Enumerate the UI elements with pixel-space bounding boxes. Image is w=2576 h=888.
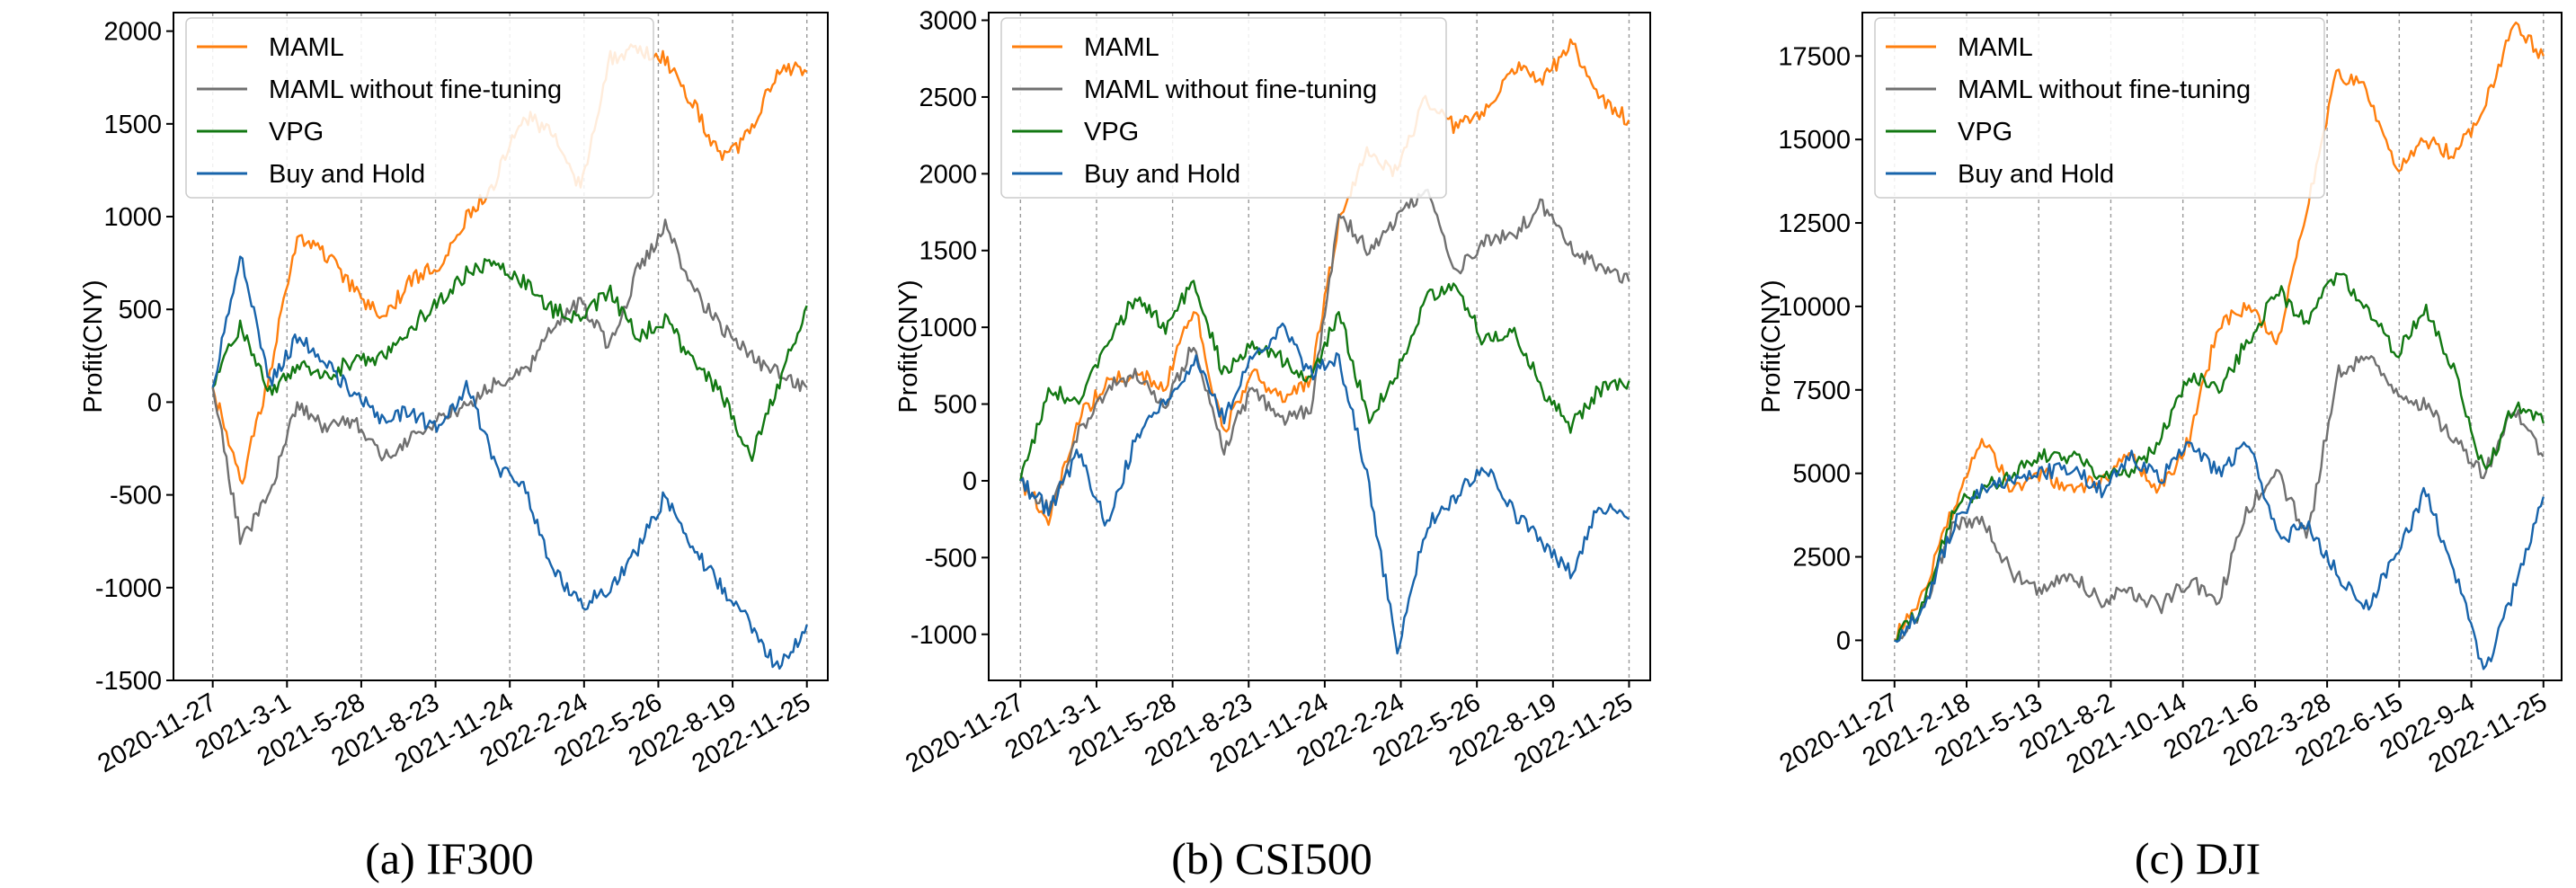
legend: MAML MAML without fine-tuning VPG Buy and H…: [1000, 17, 1447, 199]
legend-label: MAML without fine-tuning: [269, 75, 562, 104]
legend-label: VPG: [1084, 118, 1139, 147]
y-tick-label: 0: [1836, 626, 1851, 655]
y-tick-label: 2500: [1792, 544, 1851, 573]
chart-panel-1: -1500-1000-50005001000150020002020-11-27…: [79, 12, 829, 884]
y-tick-label: 1000: [103, 203, 162, 232]
legend-label: MAML: [1958, 33, 2033, 62]
legend-label: VPG: [1958, 118, 2012, 147]
y-tick-label: 17500: [1778, 42, 1851, 71]
legend-label: MAML: [1084, 33, 1159, 62]
legend-label: VPG: [269, 118, 324, 147]
y-tick-label: 500: [119, 296, 162, 324]
legend-label: MAML: [269, 33, 344, 62]
y-axis-label: Profit(CNY): [894, 280, 923, 413]
y-tick-label: 0: [963, 467, 977, 496]
y-tick-label: 3000: [919, 7, 977, 36]
y-tick-label: 10000: [1778, 293, 1851, 322]
series-line: [1019, 38, 1630, 527]
series-line: [1894, 355, 2545, 643]
y-tick-label: -500: [110, 482, 162, 511]
series-line: [211, 255, 808, 670]
panel-caption: (b) CSI500: [1171, 833, 1372, 884]
series-line: [1894, 21, 2545, 642]
plot-frame: [1861, 12, 2563, 681]
legend-label: Buy and Hold: [269, 160, 425, 189]
series-line: [1019, 189, 1630, 516]
legend-label: MAML without fine-tuning: [1958, 75, 2251, 104]
series-line: [211, 258, 808, 462]
y-tick-label: -500: [925, 544, 977, 573]
y-tick-label: 5000: [1792, 460, 1851, 489]
y-tick-label: -1000: [95, 574, 162, 603]
series-line: [1894, 271, 2545, 643]
y-tick-label: 7500: [1792, 377, 1851, 405]
y-tick-label: 2000: [919, 160, 977, 189]
series-line: [1019, 322, 1630, 655]
chart-panel-2: -1000 -500 0 500 1000 1500 2000 2500 3000 2020-11…: [894, 7, 1651, 884]
y-tick-label: 0: [147, 388, 162, 417]
y-tick-label: -1500: [95, 667, 162, 696]
panel-caption: (c) DJI: [2135, 833, 2261, 884]
legend-label: Buy and Hold: [1084, 160, 1240, 189]
legend-label: MAML without fine-tuning: [1084, 75, 1377, 104]
x-tick-label: 2020-11-27: [901, 688, 1029, 778]
y-tick-label: 1500: [919, 237, 977, 266]
y-tick-label: 2500: [919, 84, 977, 112]
legend-box: [1000, 17, 1447, 199]
y-tick-label: 12500: [1778, 209, 1851, 238]
y-axis-label: Profit(CNY): [1757, 280, 1786, 413]
y-axis-label: Profit(CNY): [79, 280, 108, 413]
y-tick-label: 500: [934, 391, 977, 420]
y-tick-label: -1000: [910, 621, 977, 650]
series-line: [211, 218, 808, 546]
series-line: [1894, 441, 2545, 670]
plot-frame: [173, 12, 829, 681]
legend-label: Buy and Hold: [1958, 160, 2114, 189]
legend-box: [185, 17, 654, 199]
y-tick-label: 15000: [1778, 126, 1851, 155]
y-tick-label: 1000: [919, 314, 977, 342]
chart-panel-3: 0250050007500100001250015000175002020-11…: [1757, 12, 2563, 884]
legend-box: [1874, 17, 2325, 199]
legend: MAML MAML without fine-tuning VPG Buy and H…: [185, 17, 654, 199]
y-tick-label: 1500: [103, 111, 162, 139]
series-line: [1019, 280, 1630, 482]
panel-caption: (a) IF300: [365, 833, 533, 884]
plot-frame: [988, 12, 1651, 681]
y-tick-label: 2000: [103, 18, 162, 47]
legend: MAML MAML without fine-tuning VPG Buy and H…: [1874, 17, 2325, 199]
